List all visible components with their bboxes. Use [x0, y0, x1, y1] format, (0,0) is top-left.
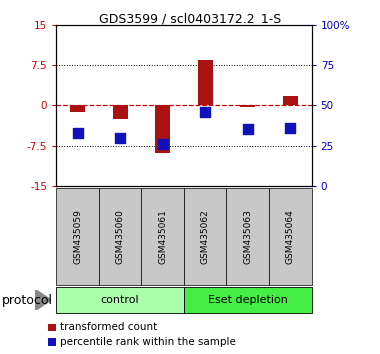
Text: GSM435064: GSM435064 [286, 209, 295, 264]
Point [202, 109, 208, 115]
Bar [283, 96, 298, 105]
Bar [70, 105, 85, 112]
Text: percentile rank within the sample: percentile rank within the sample [60, 337, 236, 347]
Bar [155, 105, 170, 153]
Point [74, 130, 81, 136]
Text: control: control [101, 295, 139, 305]
Text: GSM435062: GSM435062 [201, 209, 210, 264]
Point [245, 127, 251, 132]
Bar [198, 60, 213, 105]
Text: protocol: protocol [2, 293, 53, 307]
Polygon shape [35, 290, 51, 310]
Text: GDS3599 / scl0403172.2_1-S: GDS3599 / scl0403172.2_1-S [99, 12, 281, 25]
Text: transformed count: transformed count [60, 322, 157, 332]
Text: GSM435060: GSM435060 [116, 209, 125, 264]
Text: GSM435059: GSM435059 [73, 209, 82, 264]
Point [117, 135, 123, 140]
Bar [240, 105, 255, 107]
Text: GSM435061: GSM435061 [158, 209, 167, 264]
Point [287, 125, 293, 131]
Point [160, 141, 166, 147]
Bar [112, 105, 128, 119]
Text: GSM435063: GSM435063 [243, 209, 252, 264]
Text: Eset depletion: Eset depletion [208, 295, 288, 305]
